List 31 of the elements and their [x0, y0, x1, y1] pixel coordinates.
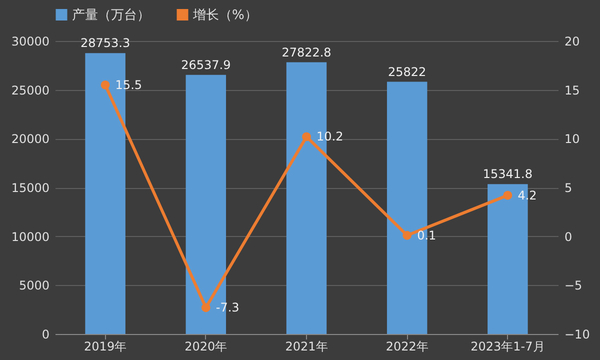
- y-tick-label: 20000: [11, 132, 50, 146]
- data-label: 26537.9: [181, 58, 231, 72]
- x-tick-label: 2020年: [184, 340, 228, 354]
- point: [302, 132, 311, 142]
- point: [201, 303, 210, 312]
- x-tick-label: 2022年: [386, 340, 428, 354]
- data-label: 28753.3: [80, 36, 130, 50]
- legend-label: 增长（%）: [192, 8, 258, 23]
- y2-tick-label: 5: [564, 181, 572, 195]
- point: [503, 190, 512, 200]
- y2-tick-label: 15: [564, 83, 580, 98]
- x-tick-label: 2021年: [285, 340, 328, 354]
- data-label: 25822: [388, 64, 426, 79]
- y-tick-label: 15000: [11, 181, 50, 195]
- x-tick-label: 2019年: [84, 340, 127, 354]
- point: [100, 80, 110, 90]
- y-tick-label: 10000: [11, 230, 50, 244]
- y-tick-label: 25000: [11, 83, 50, 98]
- point: [402, 230, 412, 240]
- y-tick-label: 5000: [18, 278, 50, 293]
- y2-tick-label: 10: [564, 132, 580, 146]
- y2-tick-label: −5: [564, 278, 582, 293]
- y2-tick-label: 0: [564, 230, 572, 244]
- y2-tick-label: 20: [564, 34, 580, 48]
- data-label: 27822.8: [282, 45, 332, 60]
- y-tick-label: 30000: [11, 34, 50, 48]
- legend-label: 产量（万台）: [72, 8, 150, 23]
- x-tick-label: 2023年1-7月: [470, 340, 545, 354]
- data-label: 15341.8: [482, 167, 533, 182]
- y-tick-label: 0: [42, 328, 50, 342]
- y2-tick-label: −10: [564, 328, 590, 342]
